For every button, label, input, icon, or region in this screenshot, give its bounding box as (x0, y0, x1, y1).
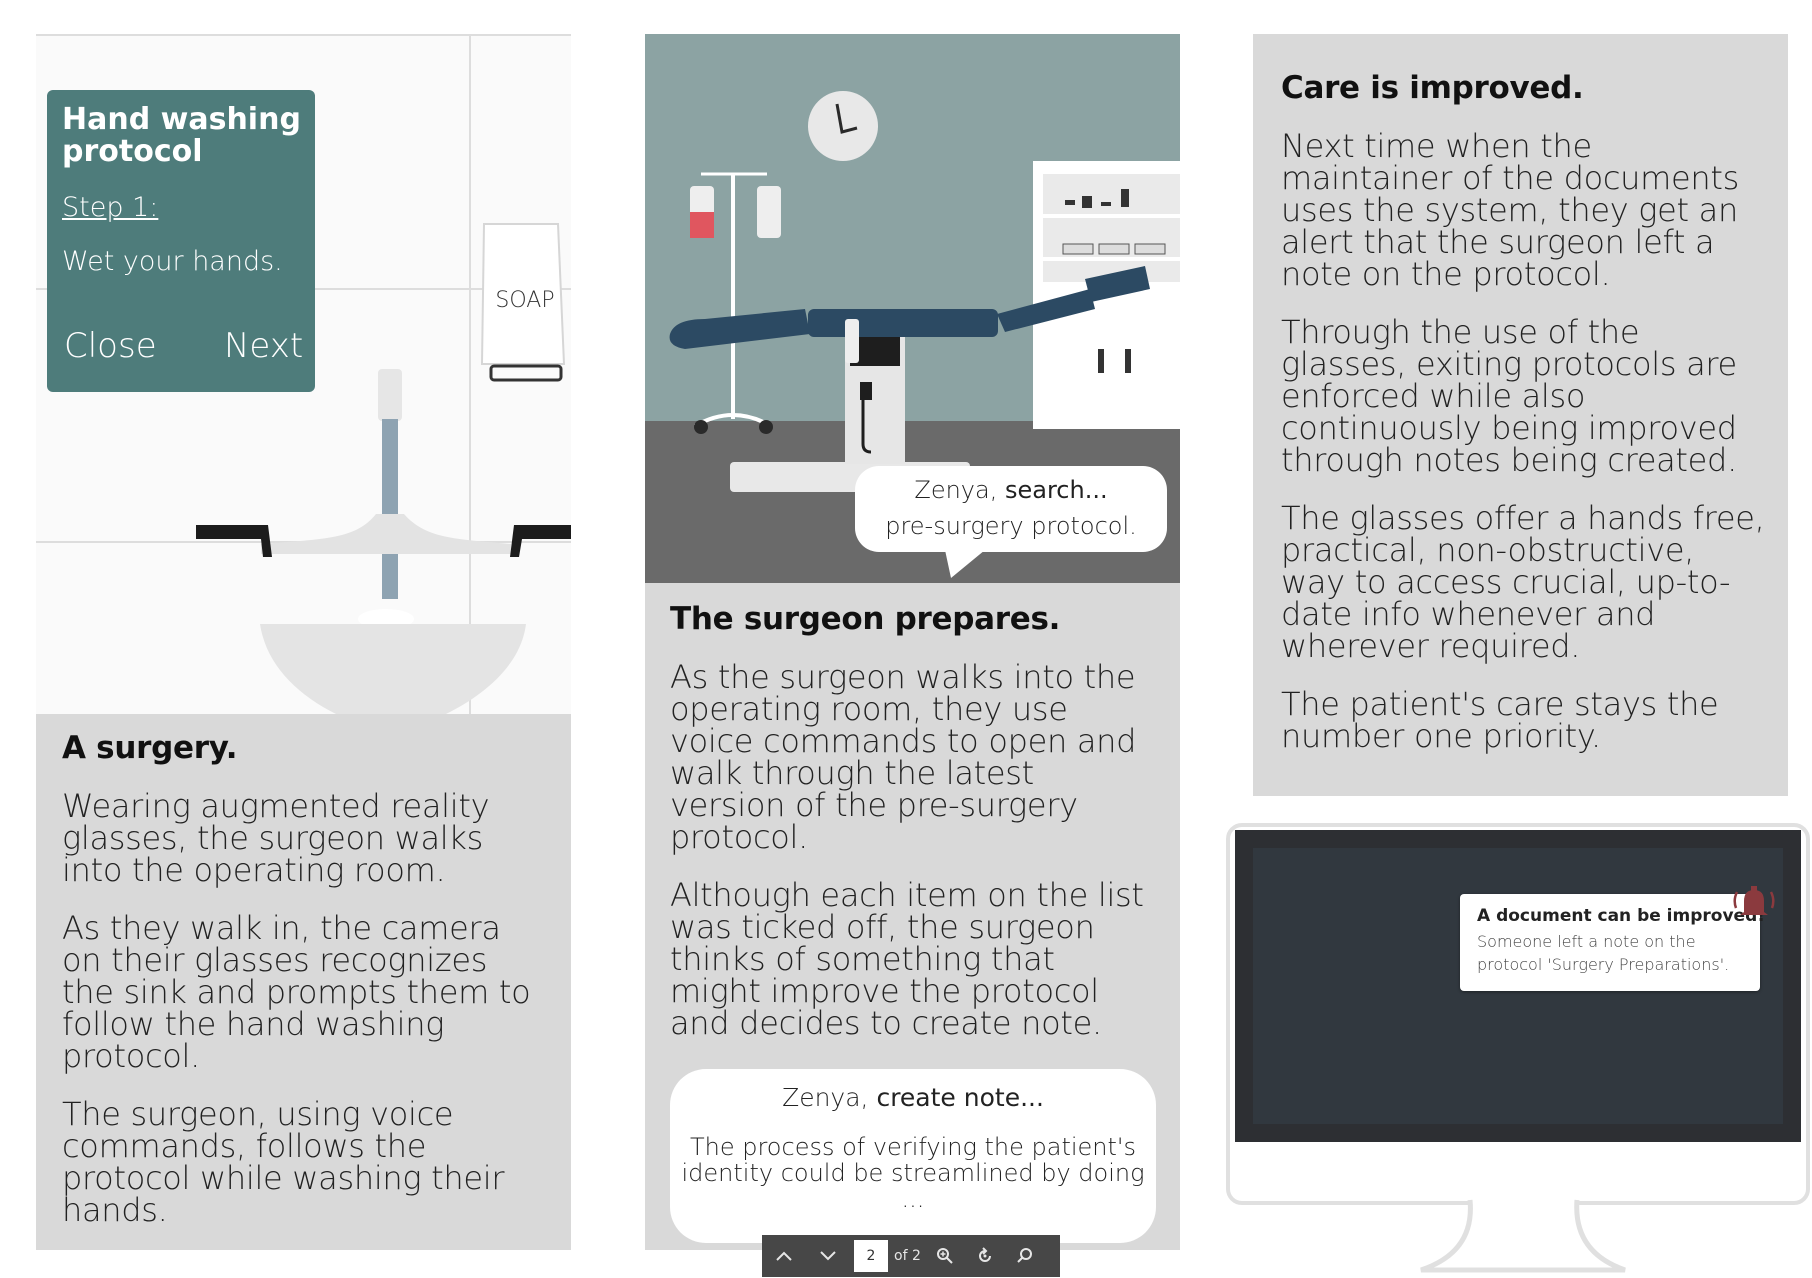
chevron-up-icon (776, 1251, 792, 1261)
document-notification[interactable]: A document can be improved! Someone left… (1460, 894, 1765, 991)
rotate-icon (978, 1247, 991, 1262)
soap-label: SOAP (495, 288, 555, 313)
panel-prepares-paragraph: As the surgeon walks into the operating … (670, 658, 1137, 856)
panel-care-paragraph: The patient's care stays the number one … (1281, 685, 1719, 755)
voice-search-bubble: Zenya, search... pre-surgery protocol. (855, 466, 1167, 552)
panel-prepares-heading: The surgeon prepares. (670, 601, 1061, 637)
pdf-toolbar: of 2 (762, 1235, 1060, 1277)
panel-surgery-paragraph: Wearing augmented reality glasses, the s… (62, 787, 490, 889)
bell-icon (1733, 886, 1775, 915)
panel-surgery-paragraph: As they walk in, the camera on their gla… (62, 909, 531, 1075)
previous-page-button[interactable] (762, 1236, 806, 1276)
voice-note-bubble: Zenya, create note... The process of ver… (670, 1069, 1156, 1243)
zoom-in-icon (936, 1248, 953, 1264)
close-button[interactable]: Close (64, 326, 157, 366)
voice-note-text: The process of verifying the patient's i… (681, 1133, 1145, 1213)
page-number-input[interactable] (854, 1240, 888, 1272)
monitor-illustration (1226, 823, 1810, 1273)
rotate-button[interactable] (965, 1236, 1005, 1276)
card-instruction: Wet your hands. (62, 246, 283, 277)
assistant-name: Zenya, (782, 1083, 877, 1112)
page-count: of 2 (894, 1248, 921, 1264)
search-button[interactable] (1005, 1236, 1045, 1276)
panel-prepares-paragraph: Although each item on the list was ticke… (670, 876, 1144, 1042)
chevron-down-icon (820, 1251, 836, 1261)
panel-prepares: Zenya, search... pre-surgery protocol. T… (645, 34, 1180, 1267)
panel-care-paragraph: The glasses offer a hands free, practica… (1281, 499, 1765, 665)
bubble-tail (945, 550, 985, 578)
voice-command: search... (1004, 476, 1108, 504)
panel-surgery-paragraph: The surgeon, using voice commands, follo… (62, 1095, 505, 1229)
notification-body: Someone left a note on the protocol 'Sur… (1477, 932, 1730, 974)
panel-care-improved: Care is improved. Next time when the mai… (1253, 34, 1788, 796)
next-page-button[interactable] (806, 1236, 850, 1276)
panel-surgery-heading: A surgery. (62, 730, 238, 766)
search-icon (1017, 1248, 1032, 1263)
card-step: Step 1: (62, 192, 159, 223)
notification-title: A document can be improved! (1477, 906, 1765, 926)
ar-protocol-card: Hand washing protocol Step 1: Wet your h… (47, 90, 315, 392)
panel-care-heading: Care is improved. (1281, 70, 1584, 106)
card-title: Hand washing protocol (62, 102, 301, 169)
next-button[interactable]: Next (224, 326, 304, 366)
panel-surgery-text: A surgery. Wearing augmented reality gla… (36, 714, 571, 1250)
panel-care-paragraph: Next time when the maintainer of the doc… (1281, 127, 1740, 293)
panel-surgery: SOAP Hand washing protocol Step 1: Wet y… (36, 34, 571, 1250)
panel-care-paragraph: Through the use of the glasses, exiting … (1281, 313, 1737, 479)
voice-query: pre-surgery protocol. (885, 512, 1137, 540)
zoom-in-button[interactable] (925, 1236, 965, 1276)
voice-command: create note... (876, 1083, 1044, 1112)
assistant-name: Zenya, (914, 476, 1005, 504)
